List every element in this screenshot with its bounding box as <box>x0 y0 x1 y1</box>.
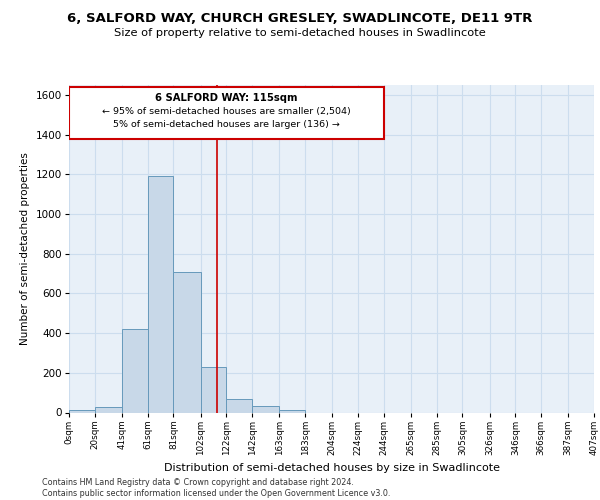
Bar <box>148 176 173 412</box>
Text: 6, SALFORD WAY, CHURCH GRESLEY, SWADLINCOTE, DE11 9TR: 6, SALFORD WAY, CHURCH GRESLEY, SWADLINC… <box>67 12 533 26</box>
Bar <box>173 272 200 412</box>
FancyBboxPatch shape <box>69 87 384 139</box>
Bar <box>122 329 148 412</box>
Bar <box>200 367 226 412</box>
Text: Contains HM Land Registry data © Crown copyright and database right 2024.
Contai: Contains HM Land Registry data © Crown c… <box>42 478 391 498</box>
X-axis label: Distribution of semi-detached houses by size in Swadlincote: Distribution of semi-detached houses by … <box>163 464 499 473</box>
Bar <box>226 398 252 412</box>
Bar <box>252 406 279 412</box>
Text: ← 95% of semi-detached houses are smaller (2,504): ← 95% of semi-detached houses are smalle… <box>102 107 351 116</box>
Bar <box>95 406 122 412</box>
Bar <box>279 410 305 412</box>
Y-axis label: Number of semi-detached properties: Number of semi-detached properties <box>20 152 30 345</box>
Text: 5% of semi-detached houses are larger (136) →: 5% of semi-detached houses are larger (1… <box>113 120 340 129</box>
Bar <box>69 410 95 412</box>
Text: Size of property relative to semi-detached houses in Swadlincote: Size of property relative to semi-detach… <box>114 28 486 38</box>
Text: 6 SALFORD WAY: 115sqm: 6 SALFORD WAY: 115sqm <box>155 93 298 103</box>
